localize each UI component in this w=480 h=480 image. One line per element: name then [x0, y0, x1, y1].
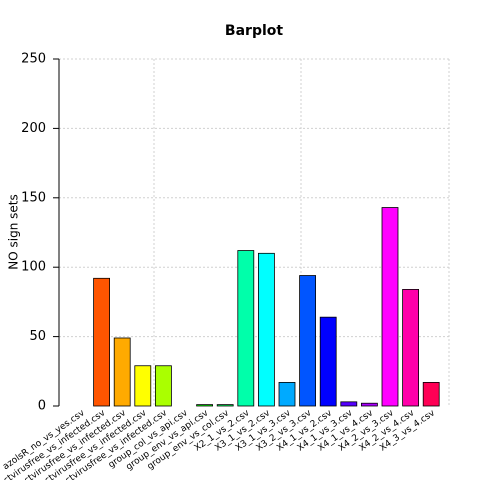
bar-9	[257, 252, 275, 407]
y-tick-label-5: 250	[21, 52, 46, 67]
y-axis-title: NO sign sets	[7, 194, 21, 269]
bar-4	[154, 365, 172, 407]
bar-3	[134, 365, 152, 407]
bar-16	[402, 289, 420, 407]
bar-10	[278, 382, 296, 407]
bar-17	[422, 382, 440, 407]
bar-8	[237, 250, 255, 407]
x-tick-labels: azolsR_no_vs_yes.csvInsectvirusfree_vs_i…	[0, 408, 437, 480]
bar-13	[340, 401, 358, 407]
bars	[93, 207, 440, 407]
y-axis: 0 50 100 150 200 250	[21, 52, 60, 414]
bar-6	[196, 404, 214, 407]
bar-2	[113, 337, 131, 407]
y-tick-label-2: 100	[21, 260, 46, 275]
y-tick-label-0: 0	[38, 399, 46, 414]
bar-12	[319, 316, 337, 407]
y-tick-label-1: 50	[29, 329, 46, 344]
y-tick-label-3: 150	[21, 190, 46, 205]
y-tick-label-4: 200	[21, 121, 46, 136]
bar-14	[360, 402, 378, 407]
bar-1	[93, 277, 110, 407]
bar-11	[299, 275, 317, 407]
chart-title: Barplot	[225, 23, 283, 39]
bar-15	[381, 207, 399, 407]
bar-7	[216, 404, 234, 407]
